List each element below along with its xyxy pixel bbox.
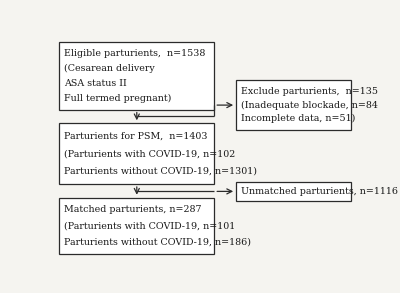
Text: Parturients for PSM,  n=1403: Parturients for PSM, n=1403 — [64, 132, 208, 141]
Text: Parturients without COVID-19, n=186): Parturients without COVID-19, n=186) — [64, 237, 251, 246]
Text: Incomplete data, n=51): Incomplete data, n=51) — [241, 114, 355, 123]
Text: (Parturients with COVID-19, n=101: (Parturients with COVID-19, n=101 — [64, 221, 235, 230]
FancyBboxPatch shape — [59, 197, 214, 254]
FancyBboxPatch shape — [236, 182, 351, 201]
FancyBboxPatch shape — [236, 80, 351, 130]
Text: Exclude parturients,  n=135: Exclude parturients, n=135 — [241, 87, 378, 96]
Text: ASA status II: ASA status II — [64, 79, 127, 88]
Text: (Cesarean delivery: (Cesarean delivery — [64, 64, 155, 73]
Text: Eligible parturients,  n=1538: Eligible parturients, n=1538 — [64, 49, 205, 58]
Text: Full termed pregnant): Full termed pregnant) — [64, 93, 171, 103]
Text: (Parturients with COVID-19, n=102: (Parturients with COVID-19, n=102 — [64, 149, 235, 158]
FancyBboxPatch shape — [59, 42, 214, 110]
FancyBboxPatch shape — [59, 123, 214, 184]
Text: Unmatched parturients, n=1116: Unmatched parturients, n=1116 — [241, 187, 398, 196]
Text: Matched parturients, n=287: Matched parturients, n=287 — [64, 205, 202, 214]
Text: Parturients without COVID-19, n=1301): Parturients without COVID-19, n=1301) — [64, 167, 257, 176]
Text: (Inadequate blockade, n=84: (Inadequate blockade, n=84 — [241, 100, 378, 110]
